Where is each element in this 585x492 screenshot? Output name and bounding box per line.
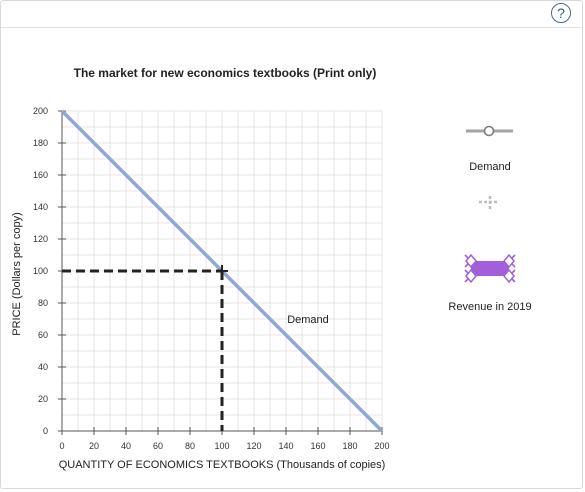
header-divider [1, 27, 582, 28]
crosshair-tool-icon[interactable] [479, 196, 497, 210]
x-tick-label: 120 [246, 441, 261, 451]
x-tick-label: 180 [342, 441, 357, 451]
x-tick-label: 160 [310, 441, 325, 451]
x-tick-label: 80 [185, 441, 195, 451]
chart-title: The market for new economics textbooks (… [74, 66, 377, 80]
x-tick-label: 0 [59, 441, 64, 451]
x-tick-label: 40 [121, 441, 131, 451]
legend-demand-tool[interactable] [466, 125, 513, 137]
y-tick-label: 140 [33, 202, 48, 212]
y-tick-label: 0 [43, 426, 48, 436]
y-tick-label: 20 [38, 394, 48, 404]
y-tick-label: 60 [38, 330, 48, 340]
x-tick-label: 60 [153, 441, 163, 451]
x-axis-label: QUANTITY OF ECONOMICS TEXTBOOKS (Thousan… [59, 459, 386, 471]
y-tick-label: 180 [33, 138, 48, 148]
legend-revenue-label: Revenue in 2019 [448, 301, 531, 313]
legend-demand-marker-icon [483, 125, 495, 137]
x-tick-label: 100 [214, 441, 229, 451]
y-tick-label: 160 [33, 170, 48, 180]
axes [58, 110, 383, 435]
y-tick-label: 80 [38, 298, 48, 308]
legend-revenue-tool[interactable] [464, 253, 516, 284]
y-tick-label: 100 [33, 266, 48, 276]
y-tick-label: 40 [38, 362, 48, 372]
legend: Demand Revenue in 2019 [448, 125, 532, 313]
x-tick-label: 200 [374, 441, 389, 451]
help-icon[interactable]: ? [551, 3, 571, 23]
y-tick-label: 120 [33, 234, 48, 244]
y-tick-label: 200 [33, 106, 48, 116]
x-tick-label: 20 [89, 441, 99, 451]
tick-labels: 0 20 40 60 80 100 120 140 160 180 200 0 20 40 60 80 100 1… [33, 106, 390, 451]
guide-lines [62, 265, 228, 431]
revenue-area-icon [471, 261, 509, 276]
demand-curve-label: Demand [287, 314, 329, 326]
x-tick-label: 140 [278, 441, 293, 451]
legend-demand-label: Demand [469, 161, 511, 173]
y-axis-label: PRICE (Dollars per copy) [11, 212, 23, 335]
